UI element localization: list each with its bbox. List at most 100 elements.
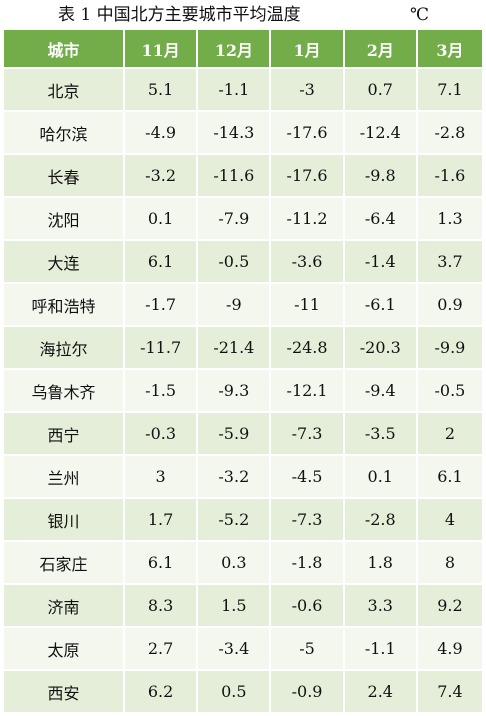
table-row: 沈阳 0.1 -7.9 -11.2 -6.4 1.3 [4,197,482,241]
temp-cell-nov: -3.2 [124,154,199,198]
temp-cell-mar: 0.9 [416,283,482,327]
city-cell: 长春 [4,154,125,198]
table-row: 太原 2.7 -3.4 -5 -1.1 4.9 [4,627,482,671]
temp-cell-dec: -0.5 [197,240,272,284]
temp-cell-dec: -11.6 [197,154,272,198]
temp-cell-jan: -0.9 [270,670,345,714]
temp-cell-nov: 1.7 [124,498,199,542]
temp-cell-feb: -3.5 [343,412,418,456]
temp-cell-mar: -9.9 [416,326,482,370]
temp-cell-mar: -1.6 [416,154,482,198]
column-header-city: 城市 [4,30,125,69]
temp-cell-nov: -0.3 [124,412,199,456]
temp-cell-jan: -0.6 [270,584,345,628]
temp-cell-dec: -5.9 [197,412,272,456]
temp-cell-mar: 4.9 [416,627,482,671]
temp-cell-dec: 1.5 [197,584,272,628]
temp-cell-feb: -2.8 [343,498,418,542]
temp-cell-jan: -17.6 [270,154,345,198]
temp-cell-jan: -12.1 [270,369,345,413]
table-row: 银川 1.7 -5.2 -7.3 -2.8 4 [4,498,482,542]
temp-cell-nov: 6.2 [124,670,199,714]
city-cell: 哈尔滨 [4,111,125,155]
temp-cell-feb: -9.8 [343,154,418,198]
column-header-mar: 3月 [416,30,482,69]
temp-cell-feb: -1.1 [343,627,418,671]
temp-cell-jan: -11.2 [270,197,345,241]
city-cell: 西宁 [4,412,125,456]
temp-cell-mar: 3.7 [416,240,482,284]
table-row: 济南 8.3 1.5 -0.6 3.3 9.2 [4,584,482,628]
temp-cell-jan: -4.5 [270,455,345,499]
temp-cell-jan: -7.3 [270,412,345,456]
temp-cell-jan: -7.3 [270,498,345,542]
column-header-dec: 12月 [197,30,272,69]
temp-cell-feb: -6.1 [343,283,418,327]
city-cell: 西安 [4,670,125,714]
temp-cell-dec: -5.2 [197,498,272,542]
temp-cell-dec: -9.3 [197,369,272,413]
temperature-unit: ℃ [410,5,430,25]
temp-cell-jan: -24.8 [270,326,345,370]
temp-cell-mar: 8 [416,541,482,585]
table-row: 北京 5.1 -1.1 -3 0.7 7.1 [4,68,482,112]
city-cell: 北京 [4,68,125,112]
table-title: 表 1 中国北方主要城市平均温度 ℃ [0,0,486,30]
city-cell: 太原 [4,627,125,671]
temp-cell-feb: -20.3 [343,326,418,370]
temp-cell-feb: 3.3 [343,584,418,628]
temp-cell-nov: -11.7 [124,326,199,370]
temp-cell-nov: 3 [124,455,199,499]
table-row: 大连 6.1 -0.5 -3.6 -1.4 3.7 [4,240,482,284]
temp-cell-jan: -5 [270,627,345,671]
city-cell: 兰州 [4,455,125,499]
city-cell: 大连 [4,240,125,284]
temp-cell-mar: 7.4 [416,670,482,714]
temp-cell-nov: -4.9 [124,111,199,155]
city-cell: 济南 [4,584,125,628]
temp-cell-nov: -1.5 [124,369,199,413]
temp-cell-dec: -14.3 [197,111,272,155]
temp-cell-dec: -21.4 [197,326,272,370]
city-cell: 乌鲁木齐 [4,369,125,413]
temp-cell-dec: -3.2 [197,455,272,499]
temp-cell-mar: -2.8 [416,111,482,155]
header-row: 城市 11月 12月 1月 2月 3月 [4,30,482,69]
temp-cell-mar: 7.1 [416,68,482,112]
temp-cell-feb: 0.7 [343,68,418,112]
city-cell: 海拉尔 [4,326,125,370]
city-cell: 呼和浩特 [4,283,125,327]
city-cell: 石家庄 [4,541,125,585]
temp-cell-feb: -6.4 [343,197,418,241]
temp-cell-feb: 0.1 [343,455,418,499]
temp-cell-nov: 8.3 [124,584,199,628]
temp-cell-mar: 1.3 [416,197,482,241]
column-header-feb: 2月 [343,30,418,69]
city-cell: 沈阳 [4,197,125,241]
temp-cell-mar: 2 [416,412,482,456]
temp-cell-dec: -9 [197,283,272,327]
temp-cell-jan: -1.8 [270,541,345,585]
temp-cell-jan: -3 [270,68,345,112]
temp-cell-feb: 1.8 [343,541,418,585]
column-header-nov: 11月 [124,30,199,69]
temp-cell-feb: 2.4 [343,670,418,714]
temp-cell-nov: -1.7 [124,283,199,327]
city-cell: 银川 [4,498,125,542]
temp-cell-feb: -1.4 [343,240,418,284]
column-header-jan: 1月 [270,30,345,69]
temp-cell-mar: 4 [416,498,482,542]
temperature-table: 城市 11月 12月 1月 2月 3月 北京 5.1 -1.1 -3 0.7 7.1 哈尔滨… [4,30,482,714]
temp-cell-mar: 6.1 [416,455,482,499]
table-row: 西宁 -0.3 -5.9 -7.3 -3.5 2 [4,412,482,456]
temp-cell-nov: 2.7 [124,627,199,671]
temp-cell-dec: -1.1 [197,68,272,112]
table-row: 乌鲁木齐 -1.5 -9.3 -12.1 -9.4 -0.5 [4,369,482,413]
temp-cell-nov: 6.1 [124,240,199,284]
temp-cell-dec: 0.5 [197,670,272,714]
temp-cell-dec: 0.3 [197,541,272,585]
table-caption: 表 1 中国北方主要城市平均温度 [58,5,301,25]
temp-cell-nov: 6.1 [124,541,199,585]
temp-cell-nov: 5.1 [124,68,199,112]
temp-cell-dec: -3.4 [197,627,272,671]
